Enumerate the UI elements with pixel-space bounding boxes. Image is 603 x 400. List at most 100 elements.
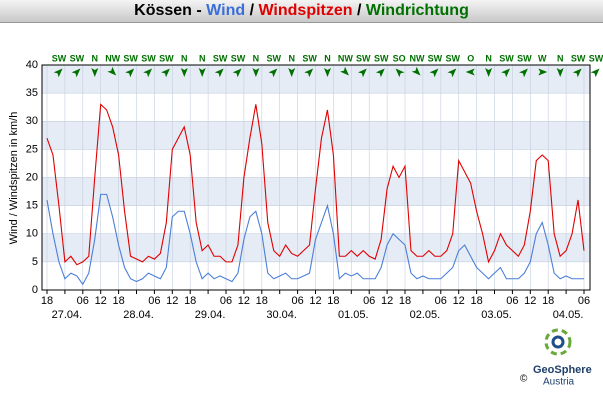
x-tick-label: 06 <box>435 295 447 307</box>
wind-direction-label: SW <box>70 53 85 63</box>
wind-direction-label: N <box>485 53 492 63</box>
wind-direction-arrow <box>161 68 170 78</box>
wind-direction-arrow <box>465 68 475 76</box>
y-tick-label: 25 <box>26 143 38 155</box>
x-tick-label: 18 <box>470 295 482 307</box>
x-tick-label: 12 <box>166 295 178 307</box>
legend-separator: / <box>245 2 259 19</box>
wind-direction-arrow <box>411 66 421 76</box>
wind-direction-label: NW <box>410 53 425 63</box>
wind-direction-label: N <box>181 53 188 63</box>
wind-direction-arrow <box>198 68 206 77</box>
wind-direction-label: N <box>253 53 260 63</box>
wind-direction-label: O <box>467 53 474 63</box>
wind-direction-label: SW <box>356 53 371 63</box>
y-tick-label: 30 <box>26 115 38 127</box>
wind-direction-arrow <box>91 68 99 77</box>
title-bar: Kössen - Wind / Windspitzen / Windrichtu… <box>0 0 603 23</box>
x-tick-label: 18 <box>112 295 124 307</box>
x-tick-label: 02.05. <box>410 309 441 321</box>
title-separator: - <box>191 2 207 19</box>
logo-icon <box>544 328 572 356</box>
wind-direction-label: SW <box>141 53 156 63</box>
wind-direction-label: SW <box>589 53 603 63</box>
x-tick-label: 06 <box>363 295 375 307</box>
x-tick-label: 30.04. <box>266 309 297 321</box>
x-tick-label: 12 <box>524 295 536 307</box>
y-tick-label: 0 <box>32 284 38 296</box>
wind-direction-arrow <box>357 68 367 78</box>
wind-direction-arrow <box>519 68 528 78</box>
wind-direction-arrow <box>180 68 188 77</box>
wind-direction-arrow <box>572 68 582 78</box>
legend-separator: / <box>352 2 366 19</box>
logo-name: GeoSphere <box>533 364 592 376</box>
wind-direction-label: N <box>288 53 295 63</box>
wind-direction-label: SW <box>213 53 228 63</box>
x-tick-label: 18 <box>41 295 53 307</box>
wind-direction-label: SW <box>571 53 586 63</box>
wind-direction-arrow <box>538 68 548 76</box>
x-tick-label: 06 <box>220 295 232 307</box>
wind-direction-label: N <box>199 53 206 63</box>
copyright: © <box>520 374 528 385</box>
wind-direction-arrow <box>107 66 117 76</box>
wind-direction-arrow <box>252 68 260 77</box>
wind-direction-label: W <box>538 53 547 63</box>
x-tick-label: 06 <box>578 295 590 307</box>
wind-direction-arrow <box>447 68 457 78</box>
x-tick-label: 18 <box>542 295 554 307</box>
y-axis-label: Wind / Windspitzen in km/h <box>8 112 20 245</box>
y-tick-label: 15 <box>26 200 38 212</box>
legend-entry: Wind <box>206 2 246 19</box>
series-line <box>46 193 584 286</box>
wind-direction-arrow <box>304 68 314 78</box>
wind-direction-label: SO <box>393 53 406 63</box>
direction-title: Windrichtung <box>365 2 469 19</box>
x-tick-label: 01.05. <box>338 309 369 321</box>
y-tick-label: 10 <box>26 228 38 240</box>
grid-band <box>42 121 590 150</box>
wind-direction-label: SW <box>231 53 246 63</box>
legend-entry: Windspitzen <box>258 2 353 19</box>
wind-direction-arrow <box>485 68 493 77</box>
x-tick-label: 03.05. <box>481 309 512 321</box>
x-tick-label: 12 <box>95 295 107 307</box>
y-tick-label: 35 <box>26 87 38 99</box>
x-tick-label: 28.04. <box>123 309 154 321</box>
x-tick-label: 06 <box>506 295 518 307</box>
x-tick-label: 12 <box>453 295 465 307</box>
wind-direction-label: SW <box>428 53 443 63</box>
wind-direction-arrow <box>214 68 224 78</box>
wind-direction-label: SW <box>446 53 461 63</box>
wind-direction-arrow <box>395 68 405 78</box>
wind-direction-label: SW <box>302 53 317 63</box>
wind-direction-arrow <box>501 68 511 78</box>
wind-direction-label: SW <box>517 53 532 63</box>
logo-sub: Austria <box>543 377 575 388</box>
wind-direction-label: SW <box>52 53 67 63</box>
wind-direction-arrow <box>556 68 564 77</box>
y-tick-label: 20 <box>26 171 38 183</box>
wind-direction-arrow <box>268 68 278 78</box>
x-tick-label: 12 <box>309 295 321 307</box>
x-tick-label: 18 <box>399 295 411 307</box>
wind-direction-arrow <box>71 68 81 78</box>
x-tick-label: 27.04. <box>52 309 83 321</box>
x-tick-label: 06 <box>148 295 160 307</box>
wind-direction-arrow <box>125 68 135 78</box>
x-tick-label: 06 <box>77 295 89 307</box>
series-line <box>46 103 585 266</box>
wind-direction-label: SW <box>267 53 282 63</box>
wind-direction-label: N <box>557 53 564 63</box>
x-tick-label: 18 <box>256 295 268 307</box>
wind-direction-label: SW <box>159 53 174 63</box>
wind-direction-arrow <box>375 68 385 78</box>
wind-direction-label: NW <box>338 53 353 63</box>
wind-direction-label: SW <box>374 53 389 63</box>
plot-border <box>41 64 591 291</box>
wind-direction-arrow <box>340 66 349 76</box>
x-tick-label: 18 <box>327 295 339 307</box>
